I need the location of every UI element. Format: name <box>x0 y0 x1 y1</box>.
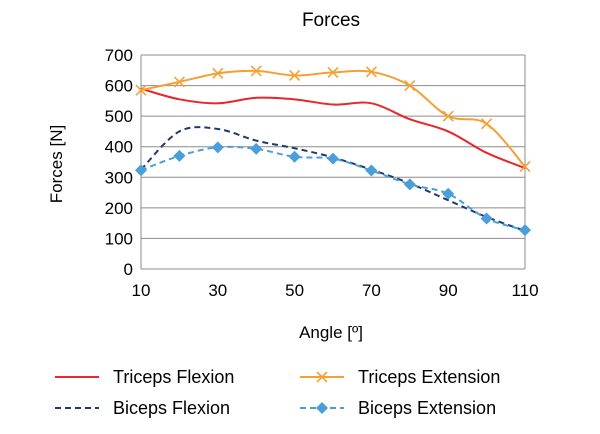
data-point <box>442 187 455 200</box>
series-line-biceps-extension <box>140 145 526 232</box>
data-point <box>288 150 301 163</box>
data-point <box>173 76 185 88</box>
x-axis-ticks: 10 30 50 70 90 110 <box>132 281 539 300</box>
data-point <box>135 84 147 96</box>
series-triceps-extension <box>135 65 531 173</box>
data-point <box>211 141 224 154</box>
data-point <box>327 66 339 78</box>
y-tick-label: 300 <box>105 168 133 187</box>
legend-item-biceps-flexion: Biceps Flexion <box>55 398 230 418</box>
data-point <box>250 65 262 77</box>
y-axis-label: Forces [N] <box>47 125 66 203</box>
y-tick-label: 200 <box>105 199 133 218</box>
y-tick-label: 0 <box>124 260 133 279</box>
y-tick-label: 400 <box>105 138 133 157</box>
series-biceps-extension <box>135 141 531 237</box>
data-point <box>442 110 454 122</box>
series-triceps-flexion <box>140 87 526 170</box>
y-tick-label: 500 <box>105 107 133 126</box>
legend-item-biceps-extension: Biceps Extension <box>300 398 496 418</box>
x-tick-label: 90 <box>439 281 458 300</box>
data-point <box>212 67 224 79</box>
data-point <box>365 164 378 177</box>
x-tick-label: 30 <box>208 281 227 300</box>
data-point <box>480 212 493 225</box>
legend-label: Biceps Flexion <box>113 398 230 418</box>
series-lines <box>135 65 531 237</box>
y-axis-ticks: 0 100 200 300 400 500 600 700 <box>105 46 133 279</box>
data-point <box>519 224 531 237</box>
y-tick-label: 100 <box>105 229 133 248</box>
x-tick-label: 70 <box>362 281 381 300</box>
data-point <box>250 142 263 155</box>
legend-marker <box>316 402 328 414</box>
data-point <box>135 164 147 177</box>
legend-item-triceps-extension: Triceps Extension <box>300 367 500 387</box>
x-tick-label: 110 <box>511 281 538 300</box>
data-point <box>403 178 416 191</box>
x-axis-label: Angle [º] <box>299 323 363 342</box>
data-point <box>173 149 186 162</box>
data-point <box>365 66 377 78</box>
series-line-triceps-flexion <box>140 87 526 170</box>
data-point <box>289 69 301 82</box>
y-tick-label: 600 <box>105 77 133 96</box>
chart-title: Forces <box>302 10 360 31</box>
data-point <box>519 161 531 173</box>
grid-lines <box>141 54 525 270</box>
data-point <box>481 118 493 130</box>
x-tick-label: 50 <box>285 281 304 300</box>
x-tick-label: 10 <box>132 281 151 300</box>
legend-label: Triceps Flexion <box>113 367 234 387</box>
y-tick-label: 700 <box>105 46 133 65</box>
legend-item-triceps-flexion: Triceps Flexion <box>55 367 234 387</box>
data-point <box>327 152 339 165</box>
legend-marker <box>316 371 328 383</box>
data-point <box>404 80 416 92</box>
legend: Triceps Flexion Triceps Extension Biceps F… <box>55 367 500 418</box>
legend-label: Biceps Extension <box>358 398 496 418</box>
legend-label: Triceps Extension <box>358 367 500 387</box>
